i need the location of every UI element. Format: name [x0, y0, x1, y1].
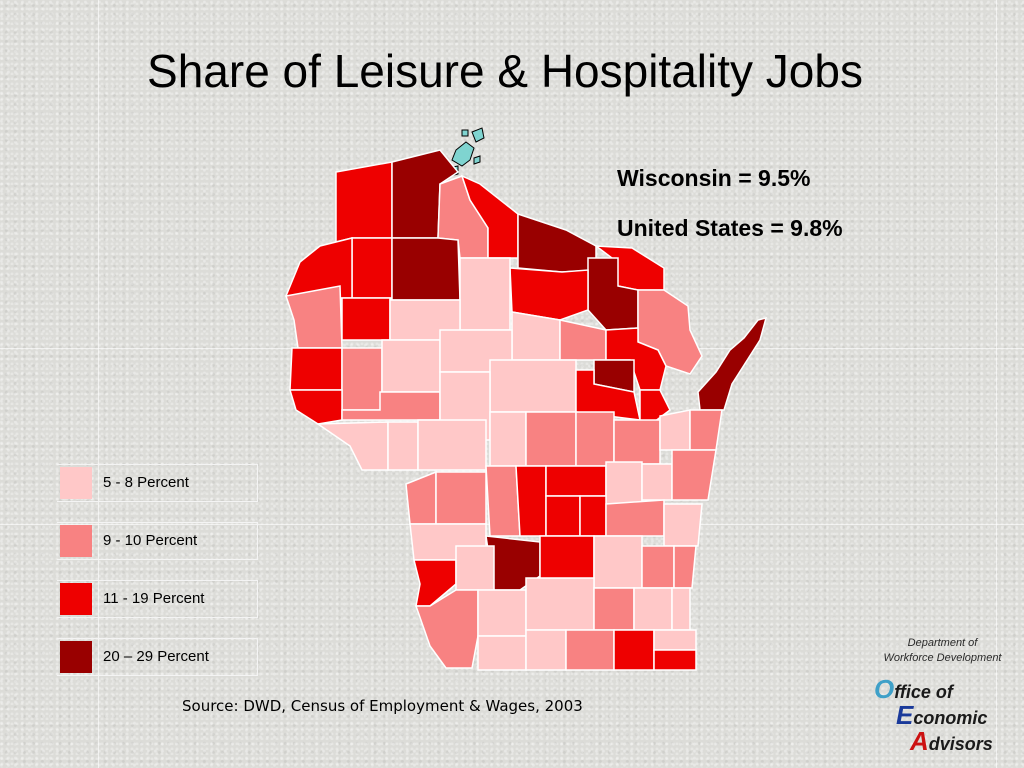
county-portage [525, 411, 577, 467]
county-eau-claire [387, 421, 419, 471]
county-richland [455, 545, 495, 591]
county-douglas [335, 161, 393, 243]
legend-label: 20 – 29 Percent [103, 648, 209, 665]
slide-title: Share of Leisure & Hospitality Jobs [147, 45, 863, 97]
county-dodge [593, 535, 643, 589]
county-waushara [545, 465, 607, 497]
county-waukesha [633, 587, 673, 631]
department-name: Department of Workforce Development [870, 636, 1015, 666]
county-dane [525, 577, 595, 631]
county-calumet [641, 463, 673, 501]
county-pierce [288, 389, 343, 425]
county-chippewa [381, 339, 441, 393]
legend-entry: 9 - 10 Percent [57, 522, 258, 560]
county-buffalo [315, 421, 389, 471]
county-door [697, 316, 768, 411]
counties [284, 149, 768, 671]
county-juneau [485, 465, 521, 537]
county-lincoln [559, 319, 607, 361]
county-walworth [613, 629, 655, 671]
island [473, 155, 481, 165]
legend-entry: 5 - 8 Percent [57, 464, 258, 502]
county-jackson [417, 419, 487, 471]
county-polk [285, 285, 343, 349]
county-outagamie [613, 419, 661, 465]
county-barron [341, 297, 391, 341]
county-iowa [477, 589, 527, 637]
background-grid-line [98, 0, 99, 768]
legend-swatch [60, 525, 92, 557]
county-brown [659, 409, 691, 451]
county-oneida [509, 267, 589, 321]
wisconsin-stat: Wisconsin = 9.5% [617, 165, 811, 191]
background-grid-line [996, 0, 997, 768]
source-note: Source: DWD, Census of Employment & Wage… [182, 697, 583, 715]
department-line: Workforce Development [883, 652, 1002, 664]
county-wood [489, 411, 527, 467]
county-grant [477, 635, 527, 671]
county-rock [565, 629, 615, 671]
legend-swatch [60, 467, 92, 499]
county-columbia [539, 535, 595, 581]
county-winnebago [605, 461, 643, 505]
logo-text: conomic [913, 708, 988, 728]
legend-label: 5 - 8 Percent [103, 474, 189, 491]
island [471, 127, 485, 143]
county-milwaukee [671, 587, 691, 631]
logo-text: ffice of [894, 682, 953, 702]
county-washington [641, 545, 675, 589]
logo-initial: E [896, 700, 914, 730]
county-kewaunee [689, 409, 723, 451]
county-trempealeau [405, 470, 437, 525]
logo-initial: A [910, 726, 929, 756]
county-polk-north [284, 237, 353, 299]
island [451, 141, 475, 167]
county-marathon [489, 359, 577, 413]
legend-entry: 20 – 29 Percent [57, 638, 258, 676]
county-st-croix [289, 347, 343, 391]
county-price [511, 311, 561, 361]
island [461, 129, 469, 137]
county-burnett [351, 237, 393, 299]
county-washburn [391, 237, 461, 301]
county-manitowoc [671, 449, 717, 501]
county-waupaca [575, 411, 615, 467]
county-kenosha [653, 649, 697, 671]
logo-text: dvisors [928, 734, 993, 754]
legend-swatch [60, 583, 92, 615]
county-fond-du-lac [605, 499, 665, 537]
county-vilas [517, 212, 597, 273]
legend-swatch [60, 641, 92, 673]
county-green [525, 629, 567, 671]
county-ozaukee [673, 545, 697, 589]
county-sheboygan [663, 503, 703, 547]
county-racine [653, 629, 697, 651]
county-jefferson [593, 587, 635, 631]
united-states-stat: United States = 9.8% [617, 215, 843, 241]
county-monroe [435, 471, 487, 525]
logo-line-advisors: Advisors [910, 726, 993, 757]
logo-initial: O [874, 674, 895, 704]
county-green-lake [579, 495, 607, 537]
logo-line-office: Office of [874, 674, 953, 705]
logo-line-economic: Economic [896, 700, 987, 731]
legend-label: 11 - 19 Percent [103, 590, 205, 607]
legend-label: 9 - 10 Percent [103, 532, 198, 549]
county-dunn [341, 347, 383, 411]
county-marquette [545, 495, 581, 537]
department-line: Department of [907, 637, 978, 649]
county-adams [515, 465, 547, 537]
county-sawyer [459, 257, 511, 331]
legend-entry: 11 - 19 Percent [57, 580, 258, 618]
